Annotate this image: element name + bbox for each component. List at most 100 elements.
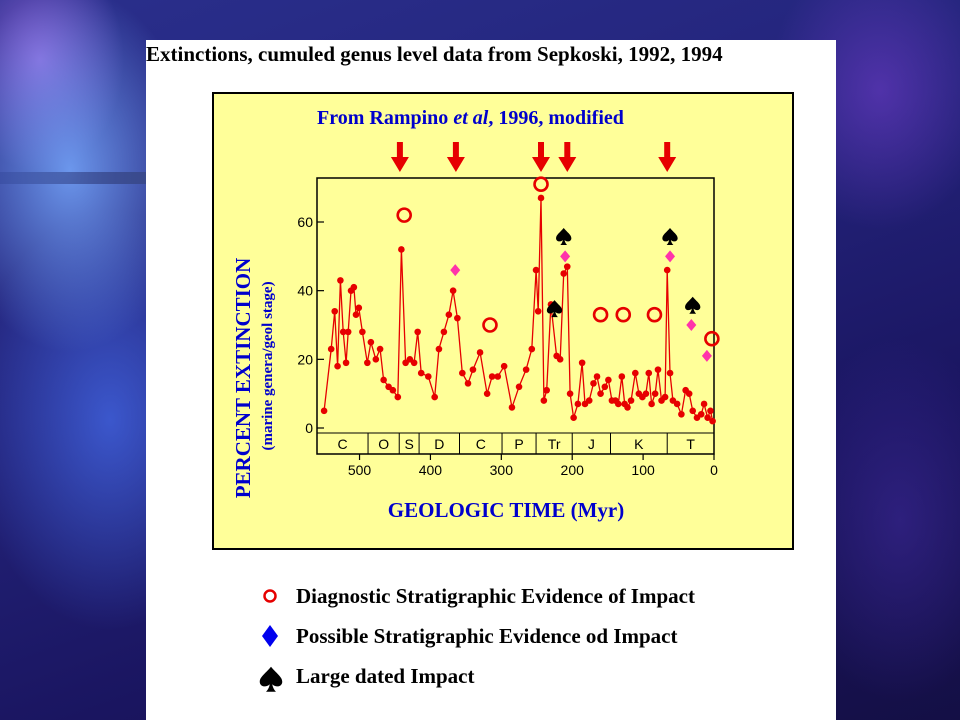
data-point	[685, 390, 693, 397]
slide: Extinctions, cumuled genus level data fr…	[146, 40, 836, 720]
possible-impact-marker	[665, 250, 676, 263]
data-point	[327, 345, 335, 353]
data-point	[560, 270, 568, 277]
data-point	[632, 369, 639, 377]
data-point	[414, 328, 421, 336]
data-point	[372, 356, 380, 363]
data-point	[331, 307, 339, 315]
period-label: C	[476, 436, 486, 452]
slide-title: Extinctions, cumuled genus level data fr…	[146, 42, 723, 66]
possible-impact-marker	[701, 349, 712, 362]
x-tick-label: 0	[710, 462, 718, 478]
data-point	[476, 349, 484, 356]
data-point	[678, 410, 685, 418]
y-tick-label: 40	[297, 283, 313, 299]
impact-arrow-icon	[390, 142, 409, 172]
legend-item-diagnostic: Diagnostic Stratigraphic Evidence of Imp…	[256, 584, 816, 624]
data-point	[483, 390, 491, 397]
chart-panel: From Rampino et al, 1996, modified 0 20 40…	[212, 92, 794, 550]
data-point	[593, 373, 601, 380]
period-label: O	[378, 436, 389, 452]
data-point	[352, 311, 360, 318]
data-point	[532, 266, 540, 274]
data-point	[614, 400, 622, 408]
data-point	[410, 359, 418, 367]
data-point	[469, 366, 477, 373]
data-point	[394, 393, 402, 401]
data-point	[528, 345, 536, 353]
data-point	[454, 314, 461, 322]
period-label: T	[686, 436, 695, 452]
diagnostic-impact-marker	[482, 317, 498, 333]
diagnostic-impact-marker	[533, 176, 549, 193]
legend: Diagnostic Stratigraphic Evidence of Imp…	[256, 584, 816, 704]
spade-icon	[556, 228, 572, 246]
data-point	[494, 373, 502, 380]
impact-arrow-icon	[658, 142, 677, 172]
data-point	[488, 373, 496, 380]
impact-arrow-icon	[558, 142, 577, 172]
y-axis-sublabel: (marine genera/geol stage)	[260, 281, 276, 450]
diagnostic-impact-marker	[592, 306, 609, 323]
data-point	[350, 283, 358, 291]
y-tick-label: 0	[305, 420, 313, 436]
data-point	[540, 397, 548, 404]
possible-impact-marker	[560, 250, 571, 263]
data-point	[566, 390, 574, 397]
x-tick-label: 500	[348, 462, 372, 478]
data-point	[440, 328, 448, 336]
x-tick-label: 200	[561, 462, 585, 478]
data-point	[522, 366, 530, 373]
x-tick-label: 400	[419, 462, 443, 478]
chart-subtitle: From Rampino et al, 1996, modified	[317, 107, 624, 129]
data-point	[337, 277, 344, 284]
period-label: S	[404, 436, 413, 452]
data-point	[543, 386, 550, 394]
impact-arrow-icon	[532, 142, 550, 172]
data-point	[574, 400, 582, 408]
data-point	[570, 414, 577, 422]
data-point	[563, 263, 571, 270]
red-circle-icon	[263, 589, 277, 603]
data-point	[700, 400, 708, 408]
y-axis-label: PERCENT EXTINCTION	[231, 258, 255, 499]
background-band	[0, 172, 146, 184]
data-point	[425, 373, 432, 380]
data-point	[648, 400, 655, 408]
data-point	[464, 380, 472, 387]
data-point	[445, 311, 453, 318]
data-point	[651, 390, 659, 397]
data-point	[380, 376, 387, 384]
data-point	[342, 359, 350, 367]
data-point	[431, 393, 438, 401]
blue-diamond-icon	[262, 625, 278, 647]
diagnostic-impact-marker	[396, 207, 412, 223]
legend-item-possible: Possible Stratigraphic Evidence od Impac…	[256, 624, 816, 664]
extinction-chart: From Rampino et al, 1996, modified 0 20 40…	[231, 107, 720, 522]
period-label: D	[434, 436, 444, 452]
period-label: Tr	[548, 436, 561, 452]
data-point	[508, 404, 516, 411]
data-point	[355, 304, 363, 312]
data-point	[459, 369, 466, 377]
data-point	[367, 338, 375, 346]
spade-icon	[259, 666, 283, 692]
data-point	[389, 386, 397, 394]
data-point	[697, 410, 705, 418]
y-tick-label: 20	[297, 351, 313, 367]
period-label: C	[337, 436, 347, 452]
data-point	[605, 376, 612, 384]
data-point	[673, 400, 681, 408]
data-point	[601, 383, 609, 391]
period-label: P	[514, 436, 523, 452]
data-point	[376, 345, 384, 353]
data-point	[435, 345, 443, 353]
data-point	[344, 328, 352, 336]
data-point	[449, 287, 457, 294]
spade-icon	[662, 228, 678, 246]
data-point	[334, 362, 341, 370]
extinction-series-line	[323, 197, 714, 422]
data-point	[398, 246, 405, 253]
legend-label-possible: Possible Stratigraphic Evidence od Impac…	[296, 624, 678, 648]
possible-impact-marker	[686, 319, 697, 331]
